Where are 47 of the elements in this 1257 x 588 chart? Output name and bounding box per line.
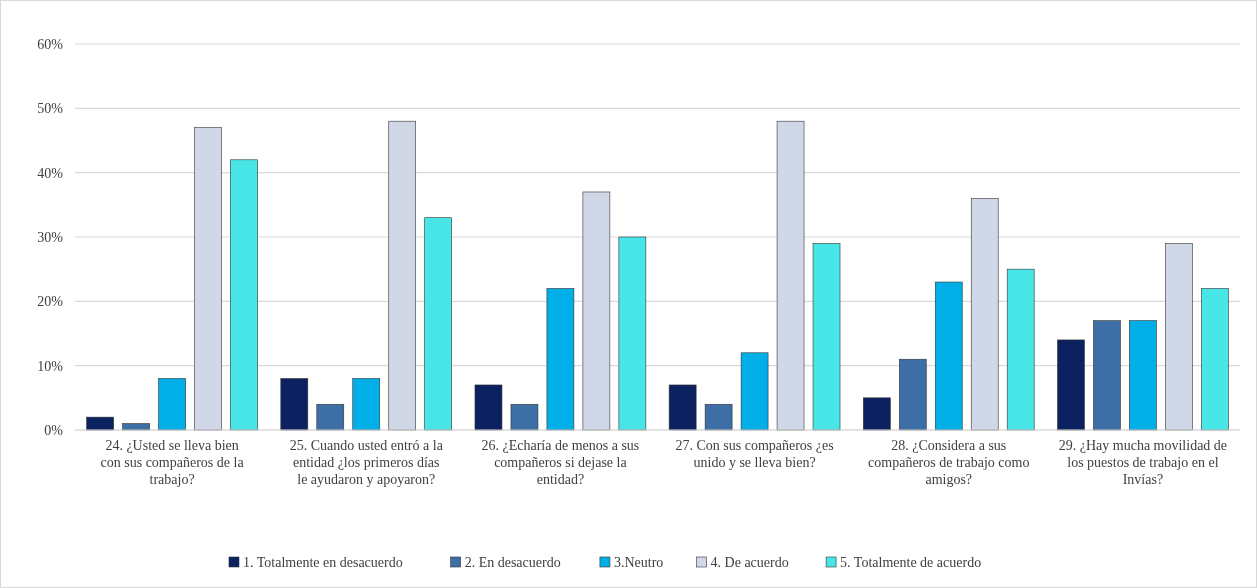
bar — [1201, 288, 1229, 431]
bar — [280, 378, 309, 431]
y-tick-label: 50% — [37, 101, 64, 117]
bar — [1129, 320, 1157, 431]
bar — [1006, 268, 1035, 431]
bar — [934, 281, 963, 431]
x-tick-label: 25. Cuando usted entró a la entidad ¿los primeros días le ayudaron y apoyaron? — [289, 438, 444, 487]
bar — [970, 198, 999, 431]
bar — [704, 403, 733, 431]
bar — [863, 397, 891, 431]
x-tick-label: 28. ¿Considera a sus compañeros de trabajo como amigos? — [868, 438, 1030, 487]
bar — [230, 159, 258, 431]
bar — [510, 403, 539, 431]
y-tick-label: 10% — [37, 358, 64, 374]
bar — [474, 384, 503, 431]
bar — [86, 416, 114, 431]
bar — [546, 288, 575, 431]
legend-label: 4. De acuerdo — [710, 554, 789, 570]
x-tick-label: 27. Con sus compañeros ¿es unido y se lleva bien? — [675, 438, 834, 470]
legend-label: 5. Totalmente de acuerdo — [840, 554, 982, 570]
bar — [1057, 339, 1085, 431]
y-tick-label: 60% — [37, 36, 64, 52]
bar — [668, 384, 697, 431]
bar — [1093, 320, 1121, 431]
x-tick-label: 26. ¿Echaría de menos a sus compañeros si dejase la entidad? — [481, 438, 640, 487]
bar — [582, 191, 611, 431]
bar — [194, 127, 222, 431]
y-tick-label: 20% — [37, 294, 64, 310]
y-tick-label: 40% — [37, 165, 64, 181]
bar — [776, 120, 805, 431]
legend-label: 1. Totalmente en desacuerdo — [242, 554, 403, 570]
bar — [388, 120, 417, 431]
y-tick-label: 0% — [44, 422, 64, 438]
x-tick-label: 29. ¿Hay mucha movilidad de los puestos de trabajo en el Invías? — [1058, 438, 1228, 487]
bar — [158, 378, 186, 431]
x-tick-label: 24. ¿Usted se lleva bien con sus compañeros de la trabajo? — [100, 438, 245, 487]
bar — [740, 352, 769, 431]
bar — [898, 358, 927, 431]
bar — [424, 217, 452, 431]
bar — [618, 236, 647, 431]
bar — [1165, 243, 1193, 431]
legend-label: 2. En desacuerdo — [464, 554, 561, 570]
bar — [316, 403, 345, 431]
bar — [352, 378, 381, 431]
legend-label: 3.Neutro — [613, 554, 664, 570]
y-tick-label: 30% — [37, 229, 64, 245]
bar — [812, 243, 841, 431]
